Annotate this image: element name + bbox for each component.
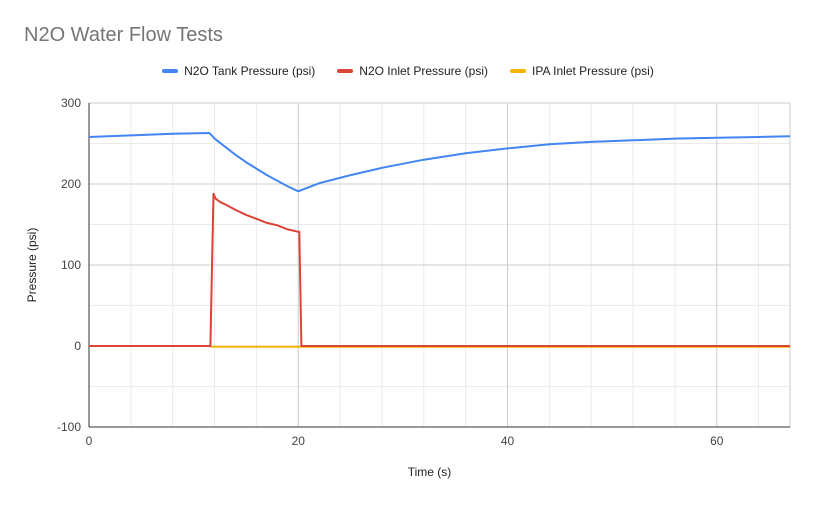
x-axis-title: Time (s): [408, 465, 452, 479]
series-line-n2o-inlet: [89, 192, 790, 347]
legend-item-ipa-inlet[interactable]: IPA Inlet Pressure (psi): [510, 64, 654, 78]
y-tick-label: 200: [61, 177, 81, 191]
y-tick-label: 0: [74, 339, 81, 353]
y-tick-label: 100: [61, 258, 81, 272]
legend-item-tank[interactable]: N2O Tank Pressure (psi): [162, 64, 315, 78]
legend: N2O Tank Pressure (psi) N2O Inlet Pressu…: [0, 64, 816, 78]
y-tick-label: 300: [61, 96, 81, 110]
legend-swatch-n2o-inlet: [337, 69, 354, 73]
legend-label-ipa-inlet: IPA Inlet Pressure (psi): [532, 64, 654, 78]
x-tick-label: 60: [710, 434, 724, 448]
y-tick-label: -100: [57, 420, 81, 434]
x-tick-label: 20: [292, 434, 306, 448]
legend-item-n2o-inlet[interactable]: N2O Inlet Pressure (psi): [337, 64, 488, 78]
y-axis-title: Pressure (psi): [25, 228, 39, 303]
legend-label-tank: N2O Tank Pressure (psi): [184, 64, 316, 78]
x-tick-label: 0: [86, 434, 93, 448]
chart-title: N2O Water Flow Tests: [24, 24, 223, 46]
legend-label-n2o-inlet: N2O Inlet Pressure (psi): [359, 64, 489, 78]
x-tick-label: 40: [501, 434, 515, 448]
legend-swatch-ipa-inlet: [510, 69, 527, 73]
series-line-tank-pressure: [88, 132, 791, 193]
legend-swatch-tank: [162, 69, 179, 73]
